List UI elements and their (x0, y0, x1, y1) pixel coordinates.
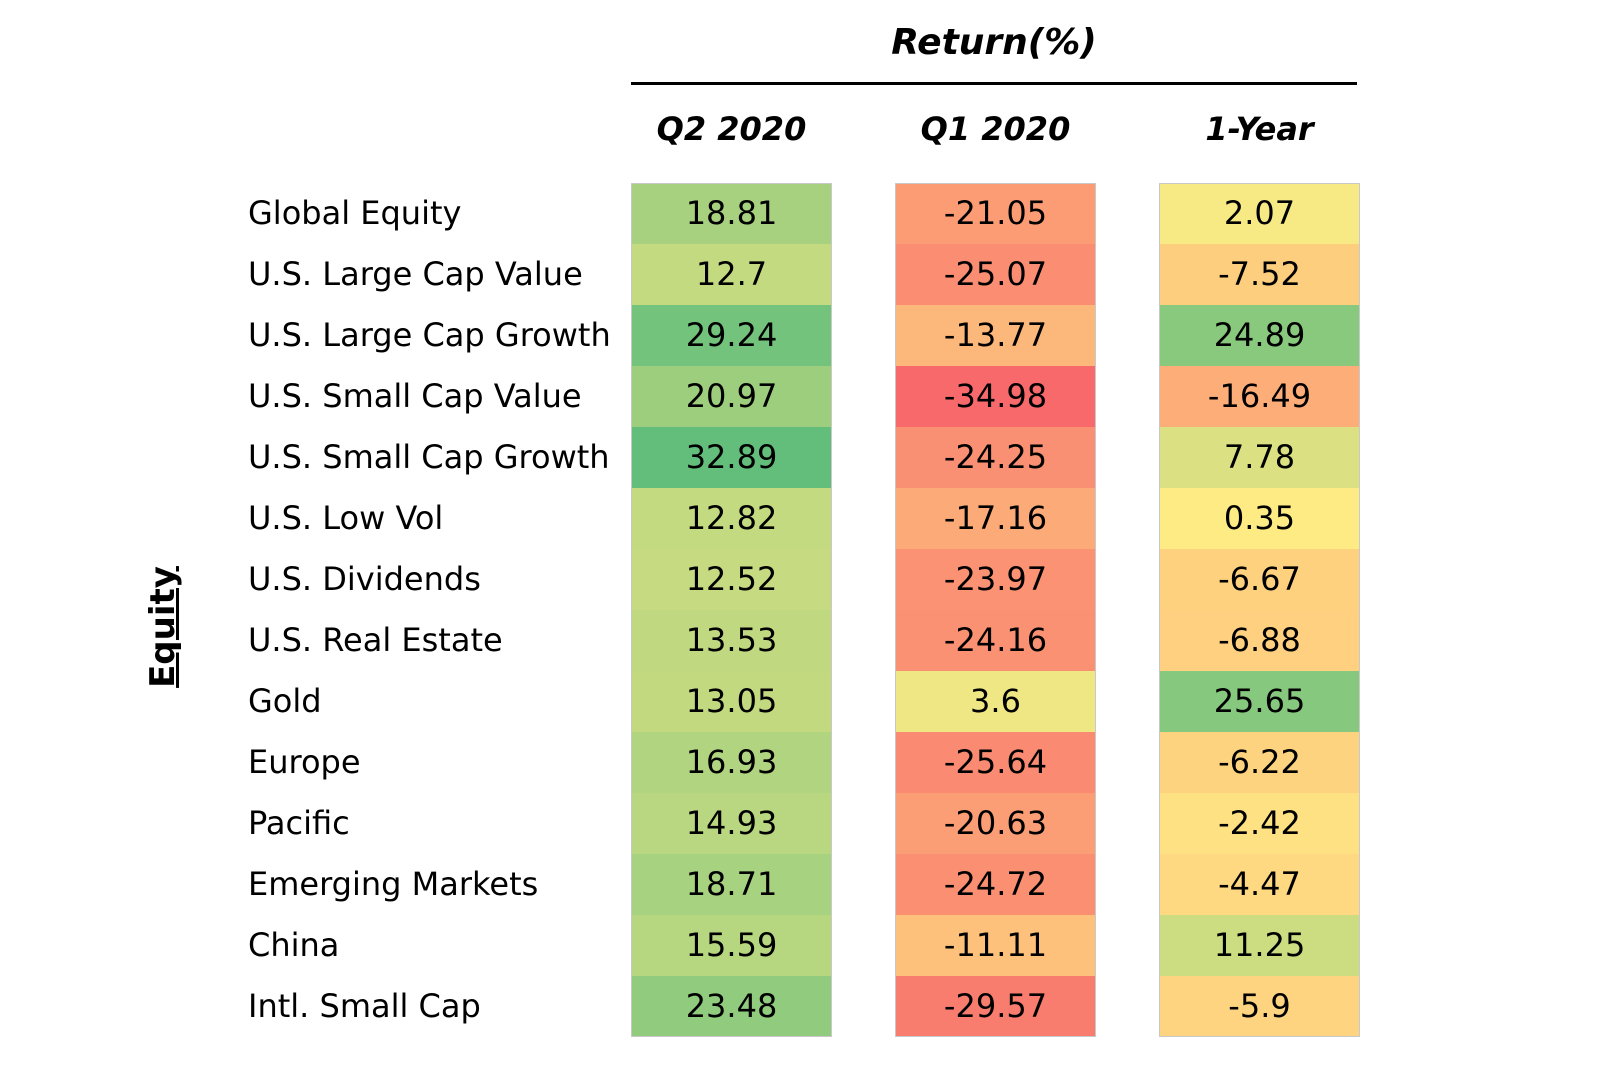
heatmap-cell-q1-2020: -25.64 (895, 732, 1096, 793)
row-label: U.S. Low Vol (248, 499, 444, 537)
row-label: U.S. Large Cap Value (248, 255, 583, 293)
heatmap-cell-1-year: 2.07 (1159, 183, 1360, 244)
heatmap-cell-1-year: -6.88 (1159, 610, 1360, 671)
heatmap-cell-q2-2020: 15.59 (631, 915, 832, 976)
heatmap-cell-1-year: -6.22 (1159, 732, 1360, 793)
row-label: Pacific (248, 804, 350, 842)
column-header-q1-2020: Q1 2020 (920, 110, 1071, 148)
group-label-equity: Equity (143, 566, 183, 688)
row-label: U.S. Dividends (248, 560, 481, 598)
column-header-q2-2020: Q2 2020 (656, 110, 807, 148)
heatmap-cell-q1-2020: -25.07 (895, 244, 1096, 305)
heatmap-cell-1-year: -7.52 (1159, 244, 1360, 305)
heatmap-cell-q1-2020: -11.11 (895, 915, 1096, 976)
heatmap-cell-q1-2020: -23.97 (895, 549, 1096, 610)
heatmap-cell-q2-2020: 18.81 (631, 183, 832, 244)
heatmap-cell-q2-2020: 32.89 (631, 427, 832, 488)
heatmap-cell-1-year: -6.67 (1159, 549, 1360, 610)
heatmap-cell-q1-2020: -13.77 (895, 305, 1096, 366)
heatmap-cell-q2-2020: 23.48 (631, 976, 832, 1037)
row-label: U.S. Small Cap Value (248, 377, 582, 415)
row-label: U.S. Large Cap Growth (248, 316, 611, 354)
row-label: Emerging Markets (248, 865, 539, 903)
row-label: Gold (248, 682, 322, 720)
heatmap-cell-q1-2020: -24.16 (895, 610, 1096, 671)
heatmap-cell-1-year: 25.65 (1159, 671, 1360, 732)
heatmap-cell-1-year: 7.78 (1159, 427, 1360, 488)
heatmap-cell-q2-2020: 13.05 (631, 671, 832, 732)
heatmap-cell-q2-2020: 12.52 (631, 549, 832, 610)
heatmap-cell-q1-2020: -17.16 (895, 488, 1096, 549)
heatmap-cell-q2-2020: 29.24 (631, 305, 832, 366)
row-label: U.S. Real Estate (248, 621, 503, 659)
heatmap-cell-q1-2020: -20.63 (895, 793, 1096, 854)
heatmap-cell-1-year: 24.89 (1159, 305, 1360, 366)
heatmap-cell-q2-2020: 20.97 (631, 366, 832, 427)
heatmap-cell-q1-2020: -34.98 (895, 366, 1096, 427)
heatmap-cell-1-year: -16.49 (1159, 366, 1360, 427)
heatmap-cell-q2-2020: 14.93 (631, 793, 832, 854)
heatmap-cell-q1-2020: 3.6 (895, 671, 1096, 732)
heatmap-cell-1-year: -4.47 (1159, 854, 1360, 915)
row-label: Global Equity (248, 194, 462, 232)
row-label: China (248, 926, 340, 964)
heatmap-cell-q2-2020: 16.93 (631, 732, 832, 793)
heatmap-cell-q2-2020: 12.7 (631, 244, 832, 305)
heatmap-cell-1-year: -5.9 (1159, 976, 1360, 1037)
chart-title: Return(%) (891, 22, 1097, 63)
row-label: Europe (248, 743, 361, 781)
heatmap-cell-q2-2020: 18.71 (631, 854, 832, 915)
heatmap-cell-1-year: -2.42 (1159, 793, 1360, 854)
heatmap-cell-q1-2020: -24.25 (895, 427, 1096, 488)
column-header-1-year: 1-Year (1205, 110, 1314, 148)
heatmap-cell-q1-2020: -24.72 (895, 854, 1096, 915)
heatmap-cell-q1-2020: -21.05 (895, 183, 1096, 244)
heatmap-cell-q1-2020: -29.57 (895, 976, 1096, 1037)
row-label: Intl. Small Cap (248, 987, 481, 1025)
heatmap-cell-1-year: 11.25 (1159, 915, 1360, 976)
heatmap-cell-q2-2020: 12.82 (631, 488, 832, 549)
row-label: U.S. Small Cap Growth (248, 438, 610, 476)
heatmap-cell-q2-2020: 13.53 (631, 610, 832, 671)
heatmap-cell-1-year: 0.35 (1159, 488, 1360, 549)
title-underline (631, 82, 1357, 85)
